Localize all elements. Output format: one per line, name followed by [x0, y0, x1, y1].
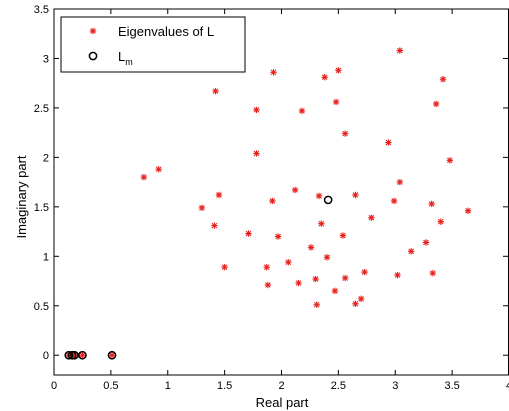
eigenvalue-point: [423, 239, 429, 245]
y-tick-label: 0: [43, 350, 49, 362]
eigenvalue-point: [433, 101, 439, 107]
eigenvalue-point: [270, 69, 276, 75]
eigenvalue-point: [340, 232, 346, 238]
eigenvalue-point: [322, 74, 328, 80]
eigenvalue-point: [391, 198, 397, 204]
legend-entry-subscript: m: [125, 57, 133, 67]
eigenvalue-point: [428, 201, 434, 207]
eigenvalue-point: [199, 205, 205, 211]
x-tick-label: 0.5: [103, 380, 118, 392]
eigenvalue-point: [299, 108, 305, 114]
eigenvalue-point: [352, 301, 358, 307]
eigenvalue-point: [430, 270, 436, 276]
eigenvalue-point: [440, 76, 446, 82]
x-tick-label: 0: [51, 380, 57, 392]
eigenvalue-point: [245, 230, 251, 236]
y-tick-label: 3: [43, 53, 49, 65]
eigenvalue-point: [211, 222, 217, 228]
eigenvalue-point: [352, 192, 358, 198]
y-tick-label: 2.5: [34, 103, 49, 115]
eigenvalue-point: [335, 67, 341, 73]
eigenvalue-point: [408, 248, 414, 254]
y-tick-label: 1: [43, 251, 49, 263]
legend-entry-label: Eigenvalues of L: [118, 24, 214, 39]
x-tick-label: 3.5: [444, 380, 459, 392]
y-tick-label: 1.5: [34, 202, 49, 214]
eigenvalue-point: [253, 150, 259, 156]
x-tick-label: 1: [165, 380, 171, 392]
eigenvalue-point: [332, 288, 338, 294]
eigenvalue-point: [465, 208, 471, 214]
eigenvalue-point: [394, 272, 400, 278]
y-tick-label: 3.5: [34, 4, 49, 16]
eigenvalue-point: [265, 282, 271, 288]
x-tick-label: 3: [392, 380, 398, 392]
eigenvalue-point: [361, 269, 367, 275]
y-tick-label: 0.5: [34, 301, 49, 313]
x-axis-label: Real part: [256, 395, 309, 410]
eigenvalue-point: [318, 220, 324, 226]
eigenvalue-point: [141, 174, 147, 180]
data-points: [65, 47, 471, 358]
legend: Eigenvalues of LLm: [61, 17, 245, 72]
eigenvalue-point: [342, 275, 348, 281]
legend-star-marker: [90, 28, 96, 34]
eigenvalue-point: [358, 296, 364, 302]
eigenvalue-point: [308, 244, 314, 250]
eigenvalue-point: [155, 166, 161, 172]
eigenvalue-point: [312, 276, 318, 282]
eigenvalue-point: [269, 198, 275, 204]
eigenvalue-point: [385, 139, 391, 145]
lm-point: [325, 196, 332, 203]
eigenvalue-point: [216, 192, 222, 198]
x-tick-label: 2: [278, 380, 284, 392]
eigenvalue-point: [342, 130, 348, 136]
eigenvalue-point: [264, 264, 270, 270]
eigenvalue-point: [438, 218, 444, 224]
eigenvalue-point: [324, 254, 330, 260]
eigenvalue-point: [314, 302, 320, 308]
eigenvalue-point: [253, 107, 259, 113]
eigenvalue-point: [447, 157, 453, 163]
eigenvalue-point: [397, 47, 403, 53]
eigenvalue-point: [316, 193, 322, 199]
eigenvalue-point: [368, 215, 374, 221]
eigenvalue-point: [212, 88, 218, 94]
eigenvalue-point: [295, 280, 301, 286]
x-tick-label: 1.5: [217, 380, 232, 392]
eigenvalue-point: [333, 99, 339, 105]
eigenvalue-point: [221, 264, 227, 270]
y-tick-label: 2: [43, 152, 49, 164]
x-tick-label: 2.5: [331, 380, 346, 392]
y-axis-label: Imaginary part: [14, 155, 29, 238]
eigenvalue-point: [285, 259, 291, 265]
eigenvalue-point: [397, 179, 403, 185]
eigenvalue-point: [275, 233, 281, 239]
eigenvalue-point: [292, 187, 298, 193]
